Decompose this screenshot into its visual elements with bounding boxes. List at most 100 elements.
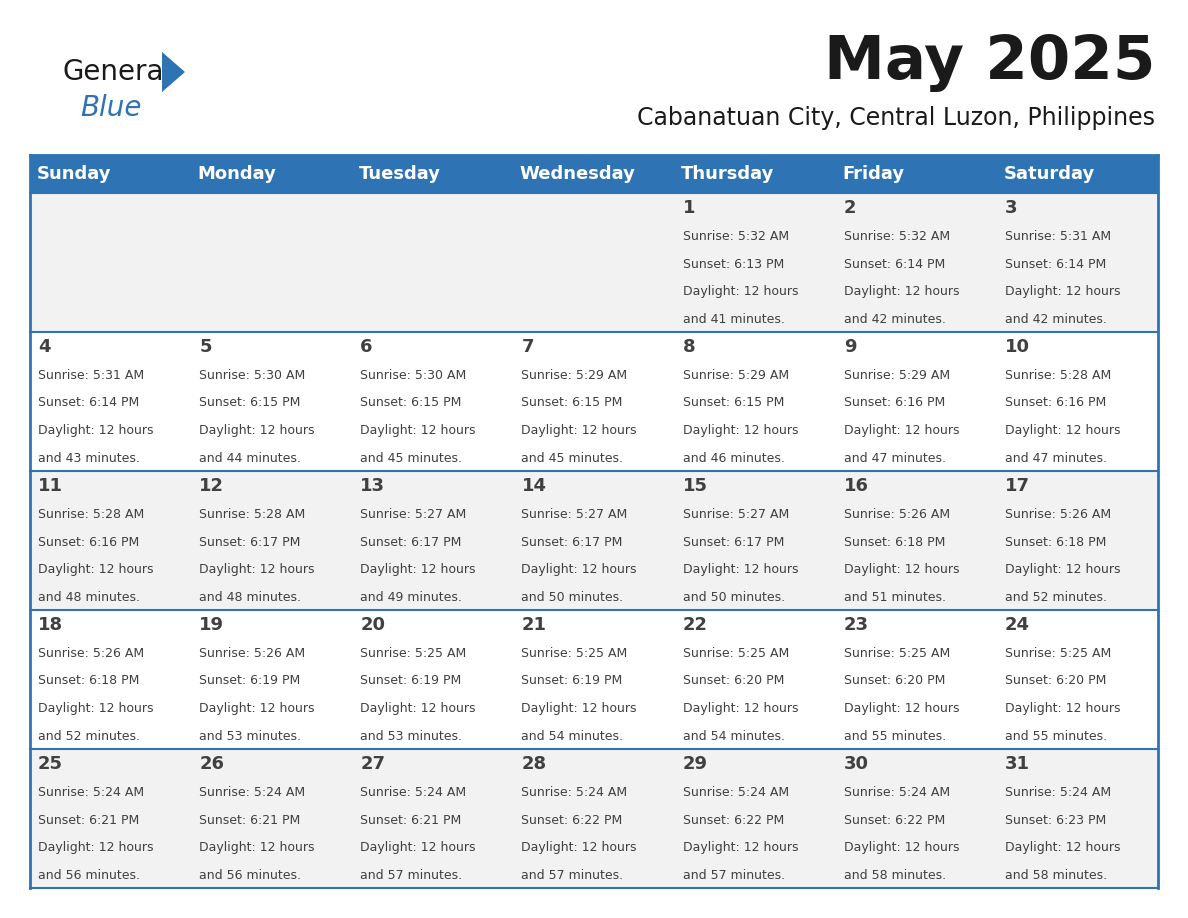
Text: Sunrise: 5:26 AM: Sunrise: 5:26 AM (200, 646, 305, 660)
Text: and 53 minutes.: and 53 minutes. (200, 730, 302, 744)
Text: and 52 minutes.: and 52 minutes. (1005, 591, 1107, 604)
Text: Daylight: 12 hours: Daylight: 12 hours (1005, 285, 1120, 298)
Text: 28: 28 (522, 755, 546, 773)
Text: Daylight: 12 hours: Daylight: 12 hours (360, 702, 476, 715)
Text: 6: 6 (360, 338, 373, 356)
Text: Sunset: 6:17 PM: Sunset: 6:17 PM (522, 535, 623, 548)
Text: Blue: Blue (80, 94, 141, 122)
Text: 24: 24 (1005, 616, 1030, 634)
Text: Daylight: 12 hours: Daylight: 12 hours (38, 564, 153, 577)
Text: Daylight: 12 hours: Daylight: 12 hours (360, 424, 476, 437)
Text: and 49 minutes.: and 49 minutes. (360, 591, 462, 604)
Text: and 48 minutes.: and 48 minutes. (38, 591, 140, 604)
Text: Daylight: 12 hours: Daylight: 12 hours (683, 424, 798, 437)
Text: Cabanatuan City, Central Luzon, Philippines: Cabanatuan City, Central Luzon, Philippi… (637, 106, 1155, 130)
Text: and 55 minutes.: and 55 minutes. (843, 730, 946, 744)
Text: Sunrise: 5:25 AM: Sunrise: 5:25 AM (683, 646, 789, 660)
Text: Sunrise: 5:28 AM: Sunrise: 5:28 AM (38, 508, 144, 521)
Text: Sunset: 6:20 PM: Sunset: 6:20 PM (1005, 675, 1106, 688)
Text: Sunset: 6:16 PM: Sunset: 6:16 PM (843, 397, 944, 409)
Text: Daylight: 12 hours: Daylight: 12 hours (683, 702, 798, 715)
Text: and 50 minutes.: and 50 minutes. (683, 591, 785, 604)
Text: and 42 minutes.: and 42 minutes. (843, 313, 946, 326)
Text: Sunrise: 5:26 AM: Sunrise: 5:26 AM (1005, 508, 1111, 521)
Text: Sunset: 6:16 PM: Sunset: 6:16 PM (38, 535, 139, 548)
Text: Sunset: 6:15 PM: Sunset: 6:15 PM (360, 397, 462, 409)
Bar (30, 749, 1158, 888)
Text: May 2025: May 2025 (823, 32, 1155, 92)
Text: Sunset: 6:21 PM: Sunset: 6:21 PM (38, 813, 139, 826)
Text: 1: 1 (683, 199, 695, 217)
Text: Sunset: 6:14 PM: Sunset: 6:14 PM (843, 258, 944, 271)
Text: Sunset: 6:15 PM: Sunset: 6:15 PM (522, 397, 623, 409)
Text: Daylight: 12 hours: Daylight: 12 hours (1005, 564, 1120, 577)
Text: and 50 minutes.: and 50 minutes. (522, 591, 624, 604)
Text: and 45 minutes.: and 45 minutes. (522, 453, 624, 465)
Text: Sunset: 6:16 PM: Sunset: 6:16 PM (1005, 397, 1106, 409)
Text: Sunrise: 5:26 AM: Sunrise: 5:26 AM (843, 508, 950, 521)
Text: General: General (62, 58, 171, 86)
Text: Sunset: 6:19 PM: Sunset: 6:19 PM (522, 675, 623, 688)
Text: Sunrise: 5:24 AM: Sunrise: 5:24 AM (683, 786, 789, 799)
Text: Sunset: 6:18 PM: Sunset: 6:18 PM (38, 675, 139, 688)
Text: 13: 13 (360, 477, 385, 495)
Text: Sunrise: 5:24 AM: Sunrise: 5:24 AM (360, 786, 467, 799)
Bar (30, 610, 1158, 749)
Text: Daylight: 12 hours: Daylight: 12 hours (522, 842, 637, 855)
Text: and 43 minutes.: and 43 minutes. (38, 453, 140, 465)
Text: Sunrise: 5:25 AM: Sunrise: 5:25 AM (1005, 646, 1111, 660)
Text: Sunset: 6:15 PM: Sunset: 6:15 PM (683, 397, 784, 409)
Bar (30, 332, 1158, 471)
Text: and 45 minutes.: and 45 minutes. (360, 453, 462, 465)
Text: 9: 9 (843, 338, 857, 356)
Text: Sunset: 6:21 PM: Sunset: 6:21 PM (200, 813, 301, 826)
Text: and 42 minutes.: and 42 minutes. (1005, 313, 1107, 326)
Text: 12: 12 (200, 477, 225, 495)
Text: Sunrise: 5:31 AM: Sunrise: 5:31 AM (38, 369, 144, 382)
Text: Sunrise: 5:32 AM: Sunrise: 5:32 AM (683, 230, 789, 242)
Text: Sunset: 6:22 PM: Sunset: 6:22 PM (843, 813, 944, 826)
Text: Daylight: 12 hours: Daylight: 12 hours (683, 564, 798, 577)
Text: Sunrise: 5:25 AM: Sunrise: 5:25 AM (843, 646, 950, 660)
Text: Sunrise: 5:30 AM: Sunrise: 5:30 AM (200, 369, 305, 382)
Text: 31: 31 (1005, 755, 1030, 773)
Text: Thursday: Thursday (681, 165, 775, 183)
Text: Sunset: 6:14 PM: Sunset: 6:14 PM (38, 397, 139, 409)
Text: Daylight: 12 hours: Daylight: 12 hours (522, 702, 637, 715)
Text: Sunrise: 5:32 AM: Sunrise: 5:32 AM (843, 230, 950, 242)
Text: Sunset: 6:21 PM: Sunset: 6:21 PM (360, 813, 462, 826)
Text: and 48 minutes.: and 48 minutes. (200, 591, 302, 604)
Text: and 44 minutes.: and 44 minutes. (200, 453, 301, 465)
Text: Sunrise: 5:31 AM: Sunrise: 5:31 AM (1005, 230, 1111, 242)
Text: Daylight: 12 hours: Daylight: 12 hours (38, 424, 153, 437)
Text: 19: 19 (200, 616, 225, 634)
Text: Daylight: 12 hours: Daylight: 12 hours (360, 842, 476, 855)
Text: Daylight: 12 hours: Daylight: 12 hours (683, 285, 798, 298)
Text: Sunrise: 5:27 AM: Sunrise: 5:27 AM (683, 508, 789, 521)
Text: Sunset: 6:17 PM: Sunset: 6:17 PM (360, 535, 462, 548)
Text: Monday: Monday (197, 165, 277, 183)
Text: Friday: Friday (842, 165, 904, 183)
Text: 11: 11 (38, 477, 63, 495)
Text: Daylight: 12 hours: Daylight: 12 hours (38, 702, 153, 715)
Text: and 41 minutes.: and 41 minutes. (683, 313, 784, 326)
Text: 16: 16 (843, 477, 868, 495)
Text: Sunrise: 5:24 AM: Sunrise: 5:24 AM (1005, 786, 1111, 799)
Text: Sunset: 6:17 PM: Sunset: 6:17 PM (200, 535, 301, 548)
Text: and 52 minutes.: and 52 minutes. (38, 730, 140, 744)
Text: Sunset: 6:22 PM: Sunset: 6:22 PM (522, 813, 623, 826)
Text: Sunrise: 5:24 AM: Sunrise: 5:24 AM (843, 786, 950, 799)
Text: Sunrise: 5:28 AM: Sunrise: 5:28 AM (1005, 369, 1111, 382)
Text: Sunset: 6:20 PM: Sunset: 6:20 PM (683, 675, 784, 688)
Text: and 57 minutes.: and 57 minutes. (360, 869, 462, 882)
Text: and 55 minutes.: and 55 minutes. (1005, 730, 1107, 744)
Text: and 47 minutes.: and 47 minutes. (843, 453, 946, 465)
Text: and 57 minutes.: and 57 minutes. (522, 869, 624, 882)
Text: 14: 14 (522, 477, 546, 495)
Text: and 56 minutes.: and 56 minutes. (200, 869, 302, 882)
Text: 20: 20 (360, 616, 385, 634)
Text: 17: 17 (1005, 477, 1030, 495)
Text: Sunrise: 5:29 AM: Sunrise: 5:29 AM (683, 369, 789, 382)
Text: 4: 4 (38, 338, 51, 356)
Text: Daylight: 12 hours: Daylight: 12 hours (843, 564, 959, 577)
